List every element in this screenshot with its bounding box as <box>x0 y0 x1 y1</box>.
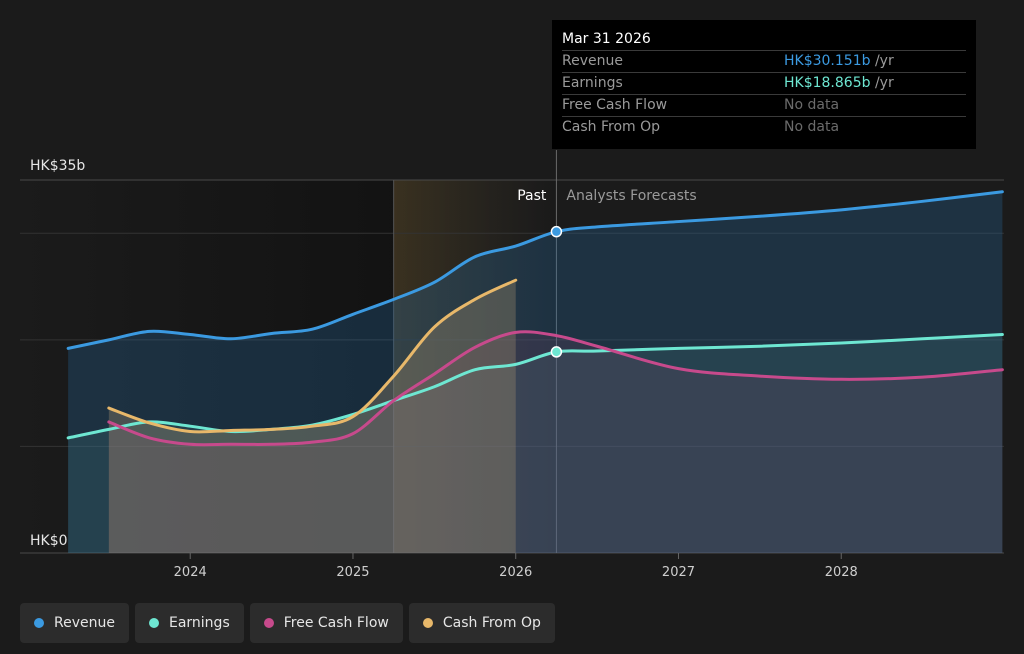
earnings-area <box>68 334 1003 553</box>
tooltip-unit: /yr <box>870 75 894 91</box>
legend-item-revenue[interactable]: Revenue <box>20 603 129 643</box>
tooltip-unit: /yr <box>870 53 894 69</box>
tooltip-row-free-cash-flow: Free Cash Flow No data <box>562 94 966 116</box>
y-axis-top-label: HK$35b <box>30 158 85 174</box>
tooltip-value: No data <box>784 119 840 135</box>
revenue-marker-point <box>550 225 563 238</box>
tooltip-value: HK$18.865b <box>784 75 871 91</box>
y-axis-bottom-label: HK$0 <box>30 533 68 549</box>
legend: Revenue Earnings Free Cash Flow Cash Fro… <box>20 603 555 643</box>
x-tick-label: 2027 <box>662 565 695 580</box>
cash-from-op-area <box>108 280 516 553</box>
tooltip-label: Earnings <box>562 75 623 91</box>
x-tick-label: 2026 <box>499 565 532 580</box>
tooltip-label: Cash From Op <box>562 119 661 135</box>
free-cash-flow-line <box>107 330 1004 447</box>
tooltip-label: Revenue <box>562 53 623 69</box>
legend-dot-icon <box>422 618 433 628</box>
legend-item-earnings[interactable]: Earnings <box>134 603 244 643</box>
tooltip-value: No data <box>784 97 840 113</box>
earnings-line <box>66 333 1004 440</box>
legend-label: Free Cash Flow <box>283 615 389 631</box>
forecast-label: Analysts Forecasts <box>566 188 696 204</box>
cash-from-op-line <box>107 278 518 434</box>
legend-label: Cash From Op <box>442 615 541 631</box>
tooltip-panel: Mar 31 2026 Revenue HK$30.151b /yr Earni… <box>552 20 976 149</box>
past-label: Past <box>517 188 547 204</box>
legend-dot-icon <box>148 618 159 628</box>
legend-label: Earnings <box>168 615 230 631</box>
legend-label: Revenue <box>54 615 115 631</box>
tooltip-value: HK$30.151b <box>784 53 871 69</box>
legend-dot-icon <box>263 618 274 628</box>
tooltip-row-earnings: Earnings HK$18.865b /yr <box>562 72 966 94</box>
x-tick-label: 2025 <box>336 565 369 580</box>
x-tick-label: 2024 <box>174 565 207 580</box>
financial-chart: HK$35b HK$0 Past Analysts Forecasts 2024 2025… <box>20 150 1004 580</box>
legend-item-free-cash-flow[interactable]: Free Cash Flow <box>249 603 403 643</box>
earnings-marker-point <box>550 346 563 358</box>
tooltip-row-revenue: Revenue HK$30.151b /yr <box>562 50 966 72</box>
free-cash-flow-area <box>108 331 1003 553</box>
revenue-area <box>68 191 1003 554</box>
x-tick-label: 2028 <box>825 565 858 580</box>
tooltip-row-cash-from-op: Cash From Op No data <box>562 116 966 138</box>
legend-dot-icon <box>34 618 44 628</box>
legend-item-cash-from-op[interactable]: Cash From Op <box>408 603 555 643</box>
revenue-line <box>66 190 1004 350</box>
tooltip-label: Free Cash Flow <box>562 97 668 113</box>
tooltip-date: Mar 31 2026 <box>562 31 651 47</box>
